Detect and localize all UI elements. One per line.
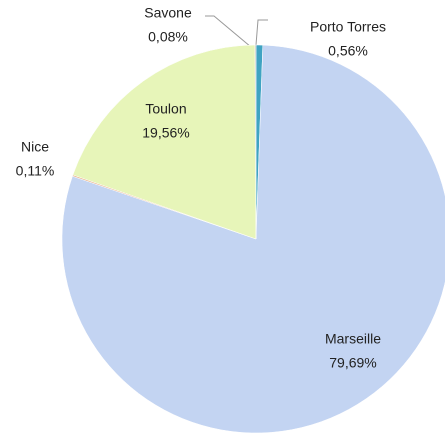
slice-label: Marseille [325, 331, 381, 347]
slice-value-label: 0,08% [148, 29, 188, 45]
pie-slice [72, 44, 257, 240]
leader-line [205, 15, 252, 48]
slice-value-label: 79,69% [329, 355, 376, 371]
slice-label: Toulon [145, 101, 186, 117]
slice-label: Porto Torres [310, 19, 386, 35]
pie-slice [61, 44, 445, 434]
slice-label: Savone [144, 5, 192, 21]
slice-value-label: 0,56% [328, 43, 368, 59]
leader-line [255, 19, 268, 46]
slice-value-label: 0,11% [16, 163, 55, 179]
slice-value-label: 19,56% [142, 125, 189, 141]
slice-label: Nice [21, 139, 49, 155]
pie-slice [254, 44, 257, 240]
